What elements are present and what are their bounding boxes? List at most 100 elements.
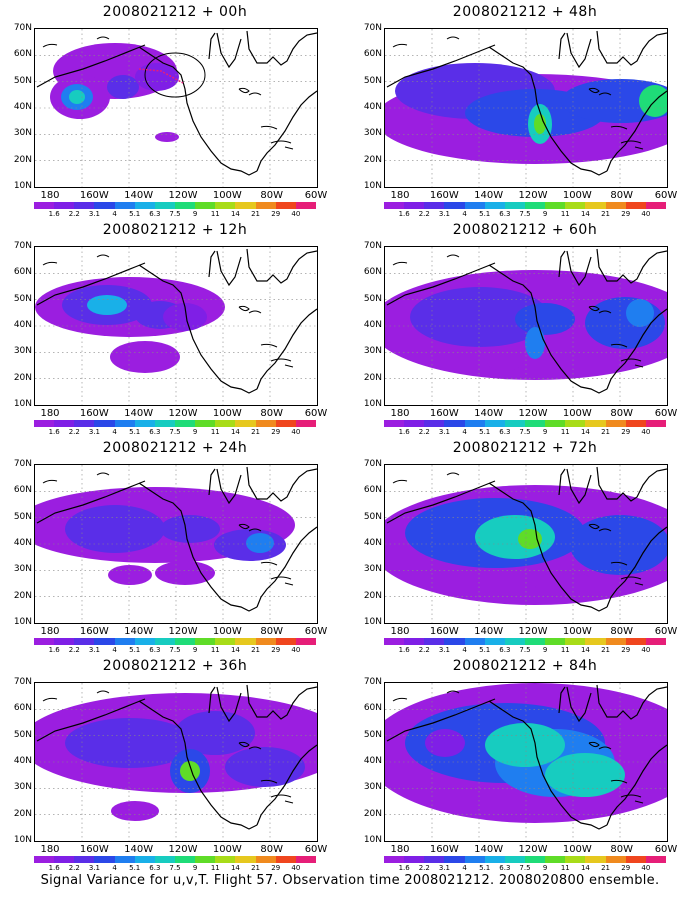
- colorbar-level-label: 40: [641, 428, 651, 436]
- colorbar-swatch: [34, 420, 55, 427]
- colorbar-swatch: [74, 420, 95, 427]
- panel-title: 2008021212 + 72h: [452, 440, 598, 456]
- map-frame: [34, 682, 318, 842]
- colorbar-level-label: 5.1: [479, 428, 491, 436]
- variance-contour: [175, 711, 255, 755]
- variance-contour: [475, 515, 555, 559]
- colorbar-level-label: 14: [580, 210, 590, 218]
- colorbar-swatch: [524, 420, 546, 427]
- colorbar-swatch: [424, 202, 445, 209]
- lon-label: 120W: [518, 626, 548, 637]
- colorbar-swatch: [424, 420, 445, 427]
- colorbar-swatch: [215, 638, 236, 645]
- lat-label: 30N: [13, 782, 32, 793]
- colorbar-swatch: [215, 856, 236, 863]
- colorbar-level-label: 21: [601, 428, 611, 436]
- colorbar-level-label: 7.5: [169, 864, 181, 872]
- lon-label: 100W: [562, 190, 592, 201]
- coastline: [386, 30, 667, 176]
- colorbar-swatch: [195, 420, 216, 427]
- variance-contour: [545, 753, 625, 797]
- colorbar-level-label: 21: [251, 210, 261, 218]
- colorbar-swatch: [464, 202, 485, 209]
- colorbar-level-label: 29: [271, 210, 281, 218]
- colorbar-swatch: [444, 202, 465, 209]
- lat-label: 30N: [13, 346, 32, 357]
- lat-label: 70N: [363, 241, 382, 251]
- colorbar-level-label: 7.5: [169, 428, 181, 436]
- colorbar-level-label: 9: [192, 864, 198, 872]
- colorbar-level-label: 9: [192, 210, 198, 218]
- colorbar-swatch: [585, 420, 606, 427]
- colorbar-swatch: [645, 638, 666, 645]
- colorbar-swatch: [625, 420, 646, 427]
- lon-label: 100W: [562, 844, 592, 855]
- lat-label: 20N: [363, 154, 382, 165]
- lat-label: 20N: [13, 154, 32, 165]
- map-panel-p60: 2008021212 + 60h 70N 60N 50N 40N 30N 20N 10N 180…: [350, 218, 700, 436]
- colorbar-level-label: 7.5: [519, 210, 531, 218]
- colorbar-level-label: 29: [271, 428, 281, 436]
- colorbar-swatch: [275, 638, 296, 645]
- colorbar-level-label: 6.3: [499, 646, 511, 654]
- lon-label: 60W: [654, 844, 678, 855]
- map-panel-p72: 2008021212 + 72h 70N 60N 50N 40N 30N 20N 10N 180…: [350, 436, 700, 654]
- colorbar-swatch: [134, 420, 155, 427]
- coastline: [36, 248, 317, 394]
- colorbar-level-label: 1.6: [48, 864, 60, 872]
- map-frame: [384, 464, 668, 624]
- variance-contour: [425, 729, 465, 757]
- coastline: [386, 466, 667, 612]
- colorbar-level-label: 6.3: [149, 864, 161, 872]
- colorbar-swatch: [255, 420, 276, 427]
- lat-label: 60N: [13, 49, 32, 60]
- colorbar-level-label: 14: [230, 646, 240, 654]
- variance-map: [35, 247, 317, 405]
- colorbar-swatch: [384, 856, 405, 863]
- colorbar-swatch: [255, 856, 276, 863]
- colorbar: [34, 638, 316, 645]
- colorbar-swatch: [235, 420, 256, 427]
- colorbar-swatch: [275, 202, 296, 209]
- lon-label: 80W: [260, 626, 283, 637]
- lon-label: 60W: [654, 408, 678, 419]
- lon-label: 140W: [124, 408, 154, 419]
- lat-label: 40N: [13, 538, 32, 548]
- lon-label: 100W: [562, 408, 592, 419]
- lat-label: 40N: [363, 102, 382, 112]
- colorbar-swatch: [295, 420, 316, 427]
- lat-label: 10N: [13, 835, 32, 845]
- lat-label: 60N: [363, 49, 382, 60]
- lon-label: 140W: [124, 190, 154, 201]
- colorbar-level-label: 29: [621, 210, 631, 218]
- colorbar: [384, 202, 666, 209]
- colorbar-level-label: 9: [542, 864, 548, 872]
- panel-title: 2008021212 + 84h: [452, 658, 598, 674]
- lat-label: 60N: [13, 267, 32, 278]
- colorbar-level-label: 1.6: [398, 210, 410, 218]
- panel-title: 2008021212 + 60h: [452, 222, 598, 238]
- colorbar-swatch: [545, 638, 566, 645]
- colorbar-level-label: 29: [621, 428, 631, 436]
- colorbar-level-label: 3.1: [438, 428, 450, 436]
- lon-label: 160W: [429, 626, 459, 637]
- lon-label: 160W: [79, 626, 109, 637]
- variance-contour: [534, 114, 546, 134]
- variance-contour: [65, 505, 165, 553]
- colorbar-level-label: 3.1: [88, 210, 100, 218]
- lat-label: 50N: [13, 729, 32, 740]
- lon-label: 120W: [518, 408, 548, 419]
- lat-label: 30N: [13, 128, 32, 139]
- lat-label: 50N: [363, 511, 382, 522]
- colorbar-level-label: 7.5: [169, 646, 181, 654]
- colorbar-level-label: 40: [641, 210, 651, 218]
- colorbar-level-label: 14: [580, 428, 590, 436]
- lat-label: 40N: [13, 102, 32, 112]
- colorbar-level-label: 6.3: [499, 210, 511, 218]
- lat-label: 40N: [13, 320, 32, 330]
- colorbar-level-label: 11: [560, 864, 570, 872]
- lat-label: 60N: [13, 485, 32, 496]
- colorbar-swatch: [605, 420, 626, 427]
- colorbar-swatch: [295, 202, 316, 209]
- colorbar-swatch: [404, 856, 425, 863]
